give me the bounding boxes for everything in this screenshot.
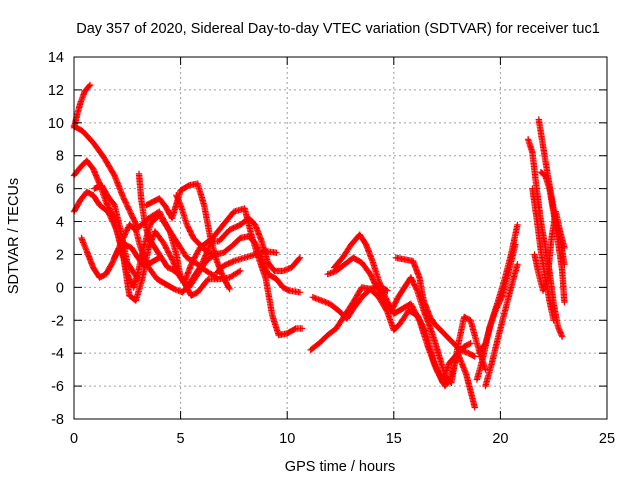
y-tick-label: 4 [56,215,64,231]
y-tick-label: -8 [51,412,64,428]
series-trace-15 [324,254,474,390]
plot-frame [73,56,608,420]
series-trace-7 [91,182,142,283]
data-points [324,254,474,390]
series-trace-8 [135,170,244,299]
data-points [392,254,478,360]
chart-title: Day 357 of 2020, Sidereal Day-to-day VTE… [76,21,600,37]
series-trace-18 [473,241,519,383]
data-points [531,208,568,294]
y-axis-label: SDTVAR / TECUs [6,178,22,294]
x-tick-label: 0 [70,431,78,447]
y-tick-label: 10 [48,116,64,132]
y-tick-label: 14 [48,50,64,66]
y-tick-label: 8 [56,149,64,165]
data-layer [70,81,568,411]
x-tick-label: 5 [177,431,185,447]
y-tick-label: -4 [51,346,64,362]
y-tick-label: -2 [51,313,64,329]
tick-marks [73,56,608,420]
y-tick-label: 2 [56,247,64,263]
data-points [473,241,519,383]
data-points [482,261,521,390]
y-tick-label: 0 [56,280,64,296]
data-points [213,248,280,276]
x-tick-label: 25 [599,431,615,447]
x-tick-label: 20 [492,431,508,447]
x-tick-label: 10 [279,431,295,447]
x-tick-labels: 0 5 10 15 20 25 [70,431,615,447]
series-trace-16 [392,254,478,360]
data-points [173,192,216,258]
series-trace-11 [213,248,280,276]
x-axis-label: GPS time / hours [285,459,395,475]
y-tick-labels: -8 -6 -4 -2 0 2 4 6 8 10 12 14 [48,50,64,428]
y-tick-label: 12 [48,83,64,99]
data-points [91,182,142,283]
y-tick-label: 6 [56,182,64,198]
series-trace-19 [482,261,521,390]
series-trace-10 [173,192,216,258]
y-tick-label: -6 [51,379,64,395]
data-points [135,170,244,299]
series-trace-24 [531,208,568,294]
x-tick-label: 15 [386,431,402,447]
